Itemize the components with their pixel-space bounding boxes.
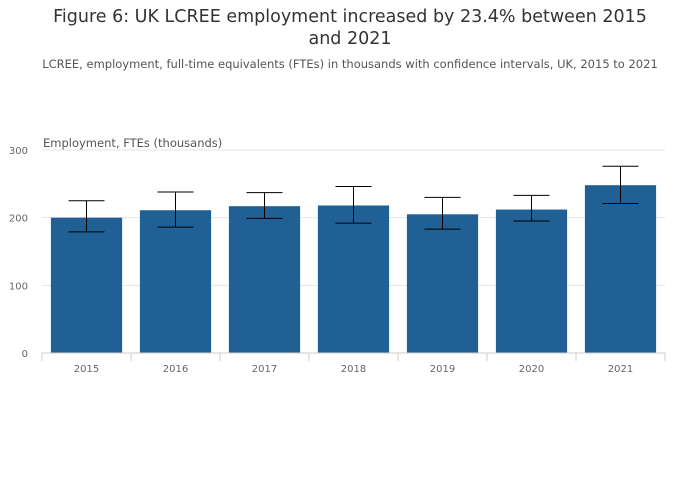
y-axis-title: Employment, FTEs (thousands) (43, 136, 222, 150)
x-tick-label-2017: 2017 (252, 364, 277, 375)
x-tick-label-2015: 2015 (74, 364, 99, 375)
axes: 0 100 200 300 2015 2016 2017 2018 2019 2020 2021 (9, 146, 666, 375)
error-bar-2021 (602, 165, 639, 204)
bar-2021[interactable] (584, 185, 657, 353)
error-bar-2017 (246, 192, 283, 219)
error-bar-2018 (335, 186, 372, 224)
bar-2018[interactable] (317, 205, 390, 353)
x-tick-label-2018: 2018 (341, 364, 366, 375)
chart-subtitle: LCREE, employment, full-time equivalents… (42, 57, 658, 71)
bars (50, 185, 657, 353)
x-tick-label-2021: 2021 (608, 364, 633, 375)
x-tick-label-2019: 2019 (430, 364, 455, 375)
bar-2019[interactable] (406, 214, 479, 353)
error-bar-2020 (513, 194, 550, 222)
error-bar-2016 (157, 191, 194, 228)
y-tick-label-300: 300 (9, 146, 28, 157)
y-tick-label-0: 0 (22, 349, 28, 360)
x-tick-label-2016: 2016 (163, 364, 188, 375)
bar-2020[interactable] (495, 209, 568, 353)
bar-2017[interactable] (228, 206, 301, 353)
bar-2016[interactable] (139, 210, 212, 353)
bar-2015[interactable] (50, 217, 123, 353)
y-tick-label-200: 200 (9, 214, 28, 225)
y-tick-label-100: 100 (9, 281, 28, 292)
error-bar-2019 (424, 196, 461, 230)
chart-title-text: Figure 6: UK LCREE employment increased … (53, 7, 647, 49)
error-bars (68, 165, 639, 233)
x-tick-label-2020: 2020 (519, 364, 544, 375)
chart-title: Figure 6: UK LCREE employment increased … (0, 6, 700, 50)
error-bar-2015 (68, 200, 105, 233)
